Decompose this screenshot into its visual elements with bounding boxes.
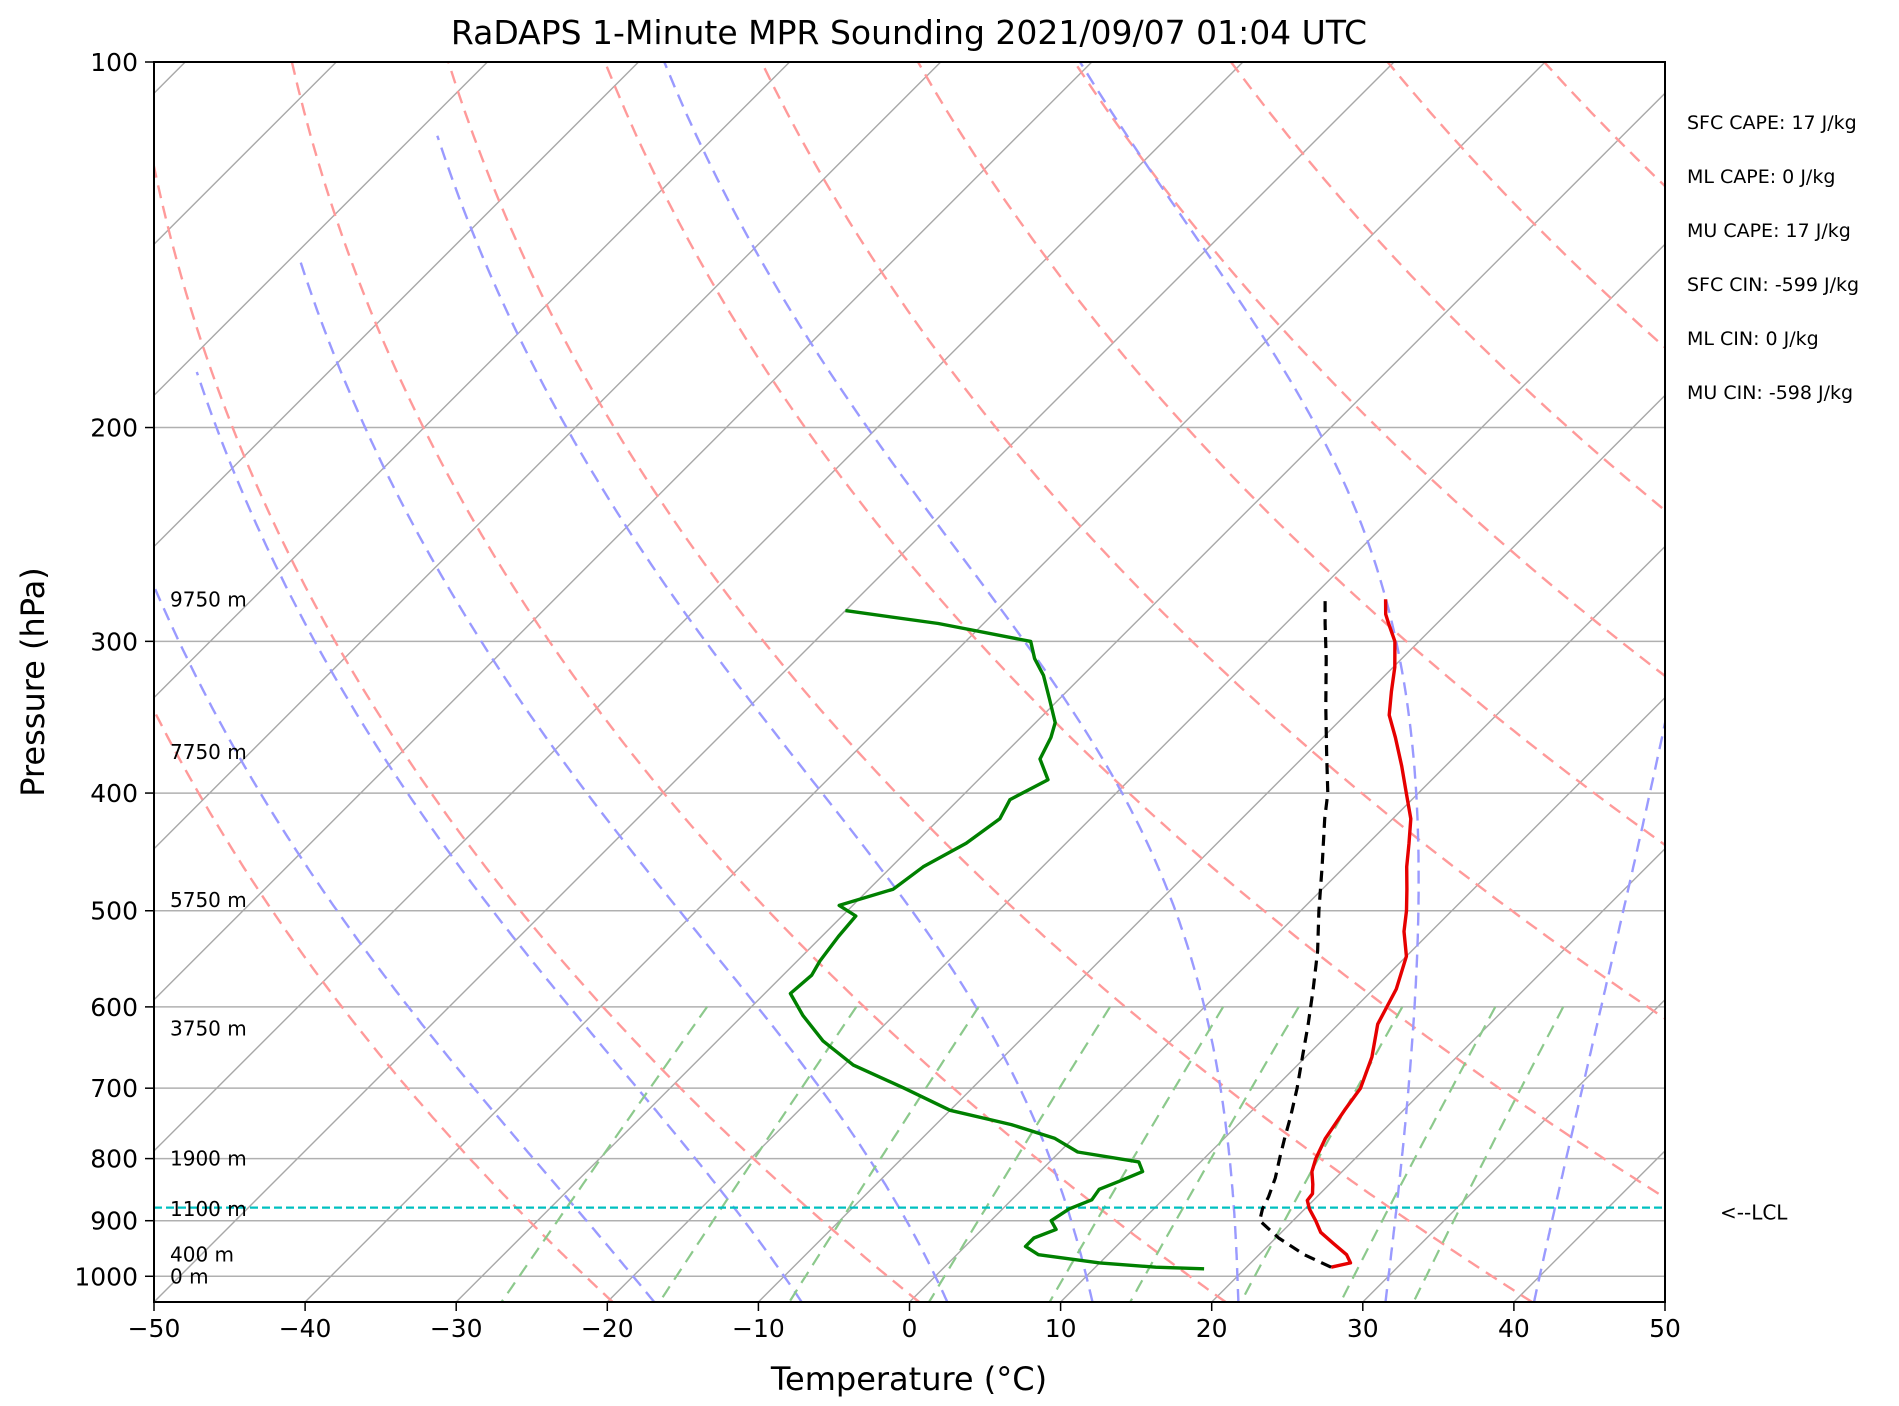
isotherm-line [154,62,1093,1001]
isotherm-line [1060,696,1665,1302]
x-tick-label: −30 [430,1314,483,1343]
dry-adiabat [760,62,1665,1021]
mixing-ratio-line [1129,1006,1300,1302]
y-tick-label: 100 [90,48,138,77]
isotherm-line [1211,847,1665,1302]
sounding-profiles [154,599,1665,1271]
dry-adiabat [603,62,1665,1200]
height-label: 9750 m [170,587,247,611]
height-label: 7750 m [170,740,247,764]
isotherm-line [154,62,1244,1152]
isotherm-line [455,92,1665,1302]
background-grid [154,62,1665,1302]
index-text: MU CIN: -598 J/kg [1687,382,1853,404]
mixing-ratio-line [1048,1006,1225,1302]
moist-adiabat [1532,717,1665,1302]
index-text: SFC CAPE: 17 J/kg [1687,112,1857,134]
stability-indices: SFC CAPE: 17 J/kg ML CAPE: 0 J/kg MU CAPE:… [1687,112,1859,404]
x-axis: −50 −40 −30 −20 −10 0 10 20 30 40 50 [128,1302,1681,1343]
x-tick-label: 0 [902,1314,918,1343]
y-tick-label: 800 [90,1145,138,1174]
y-tick-label: 600 [90,993,138,1022]
isotherm-line [154,62,791,699]
x-tick-label: 10 [1045,1314,1077,1343]
y-tick-label: 300 [90,627,138,656]
height-label: 400 m [170,1243,234,1267]
index-text: ML CIN: 0 J/kg [1687,328,1819,350]
dry-adiabat [154,707,614,1302]
height-label: 3750 m [170,1016,247,1040]
isotherm-line [757,394,1665,1302]
moist-adiabat [195,371,803,1302]
y-tick-label: 400 [90,779,138,808]
x-axis-label: Temperature (°C) [770,1360,1047,1398]
moist-adiabat [298,257,949,1302]
height-label: 1900 m [170,1147,247,1171]
isotherm-line [154,62,488,397]
x-tick-label: −20 [581,1314,634,1343]
y-tick-label: 200 [90,414,138,443]
moist-adiabat [663,62,1240,1302]
x-tick-label: −50 [128,1314,181,1343]
mixing-ratio-line [788,1006,980,1302]
index-text: ML CAPE: 0 J/kg [1687,166,1835,188]
index-text: SFC CIN: -599 J/kg [1687,274,1859,296]
dewpoint-line [788,608,1205,1271]
x-tick-label: −10 [732,1314,785,1343]
mixing-ratio-line [928,1006,1111,1302]
moist-adiabat [436,135,1094,1302]
mixing-ratio-line [500,1006,708,1302]
height-label: 1100 m [170,1197,247,1221]
mixing-ratio-line [1412,1006,1565,1302]
mixing-ratio-line [658,1006,858,1302]
parcel-path-line [1258,599,1332,1269]
isotherm-line [154,62,942,850]
x-tick-label: 30 [1347,1314,1379,1343]
height-label: 5750 m [170,888,247,912]
y-axis: 100 200 300 400 500 600 700 800 900 1000 [74,48,154,1291]
y-tick-label: 500 [90,897,138,926]
x-tick-label: 40 [1498,1314,1530,1343]
isotherm-line [1362,998,1665,1302]
isotherm-line [606,243,1665,1302]
isotherm-line [154,62,1395,1302]
x-tick-label: 50 [1649,1314,1681,1343]
dry-adiabat [154,160,920,1302]
x-tick-label: 20 [1196,1314,1228,1343]
dry-adiabat [447,62,1533,1302]
y-axis-label: Pressure (hPa) [14,567,52,797]
moist-adiabat [154,583,656,1302]
isotherm-line [909,545,1665,1302]
lcl-label: <--LCL [1720,1201,1788,1225]
temperature-line [1305,599,1413,1269]
isotherm-line [304,62,1546,1302]
index-text: MU CAPE: 17 J/kg [1687,220,1851,242]
chart-title: RaDAPS 1-Minute MPR Sounding 2021/09/07 … [451,13,1367,52]
moist-adiabat [1078,62,1420,1302]
x-tick-label: −40 [279,1314,332,1343]
height-label: 0 m [170,1264,209,1288]
mixing-ratio-line [1339,1006,1497,1302]
y-tick-label: 900 [90,1207,138,1236]
y-tick-label: 700 [90,1074,138,1103]
isotherm-line [154,62,639,548]
y-tick-label: 1000 [74,1262,138,1291]
